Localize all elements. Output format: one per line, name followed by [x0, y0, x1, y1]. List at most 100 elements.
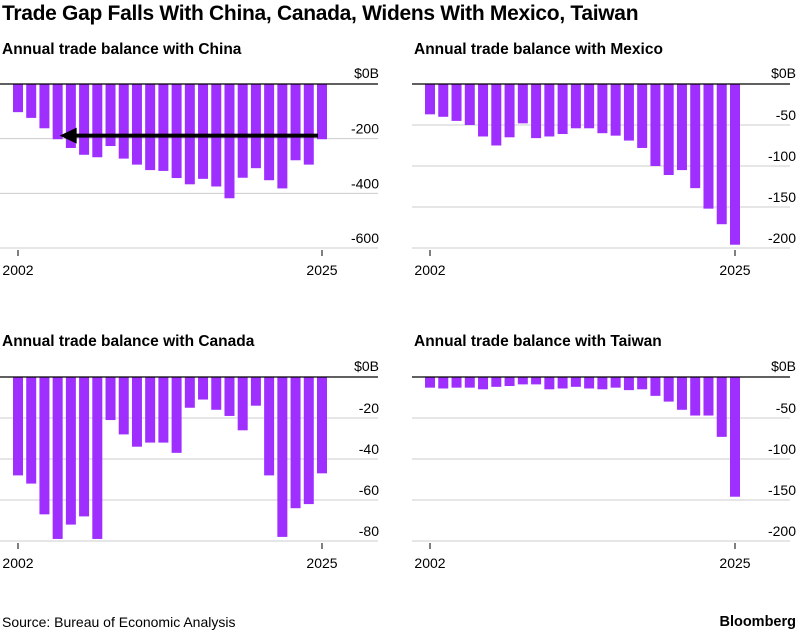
bar-2012 — [557, 377, 568, 389]
x-tick-label: 2025 — [719, 262, 750, 278]
y-tick-label: -200 — [351, 121, 379, 137]
bar-2019 — [650, 377, 661, 396]
bar-2010 — [118, 84, 129, 159]
bar-2020 — [250, 84, 261, 169]
source-note: Source: Bureau of Economic Analysis — [2, 614, 236, 630]
y-tick-label: -20 — [359, 400, 379, 416]
bar-2018 — [224, 84, 235, 199]
bar-2006 — [65, 84, 76, 148]
y-tick-label: -80 — [359, 523, 379, 539]
bar-2024 — [716, 377, 727, 437]
bar-2012 — [145, 84, 156, 171]
bar-2004 — [451, 377, 462, 388]
bar-2015 — [184, 377, 195, 408]
y-tick-label: -50 — [776, 400, 796, 416]
bar-2025 — [730, 84, 740, 245]
panel-title-taiwan: Annual trade balance with Taiwan — [414, 333, 662, 350]
bar-2002 — [13, 84, 23, 113]
x-tick-label: 2025 — [719, 555, 750, 571]
bar-2005 — [464, 84, 475, 125]
bar-2022 — [690, 377, 701, 416]
bar-2021 — [264, 84, 275, 181]
y-tick-label: -150 — [768, 482, 796, 498]
bar-2014 — [584, 377, 595, 389]
bar-2012 — [557, 84, 568, 135]
bar-2018 — [637, 84, 648, 148]
bar-2008 — [92, 84, 103, 158]
bar-2008 — [504, 84, 515, 138]
y-tick-label: -60 — [359, 482, 379, 498]
y-tick-label: $0B — [354, 358, 379, 374]
bar-2018 — [637, 377, 648, 390]
bar-2018 — [224, 377, 235, 416]
bar-2010 — [531, 377, 542, 385]
y-tick-label: -150 — [768, 189, 796, 205]
bar-2011 — [544, 377, 555, 390]
bar-2020 — [250, 377, 261, 406]
bar-2023 — [290, 377, 301, 509]
x-tick-label: 2025 — [306, 262, 337, 278]
bar-2025 — [317, 84, 327, 140]
bar-2021 — [676, 377, 687, 410]
bar-2008 — [92, 377, 103, 539]
bar-2024 — [716, 84, 727, 225]
bar-2023 — [703, 377, 714, 416]
bar-2013 — [570, 377, 581, 387]
bar-2015 — [597, 377, 608, 390]
bar-2007 — [79, 84, 90, 155]
bar-2009 — [105, 84, 116, 147]
bar-2007 — [79, 377, 90, 517]
bar-2016 — [610, 377, 621, 388]
bar-2015 — [597, 84, 608, 134]
bar-2004 — [451, 84, 462, 121]
x-tick-label: 2002 — [2, 555, 33, 571]
bar-2006 — [478, 377, 489, 390]
bar-2016 — [198, 377, 209, 400]
y-tick-label: -200 — [768, 523, 796, 539]
bar-2013 — [158, 377, 169, 443]
bar-2017 — [211, 377, 222, 410]
bar-2004 — [39, 377, 50, 515]
bar-2010 — [118, 377, 129, 435]
y-tick-label: $0B — [354, 65, 379, 81]
bar-2006 — [478, 84, 489, 137]
bar-2022 — [690, 84, 701, 189]
bar-2019 — [237, 377, 248, 431]
bar-2025 — [317, 377, 327, 474]
bar-2020 — [663, 84, 674, 176]
panel-title-mexico: Annual trade balance with Mexico — [414, 41, 663, 58]
y-tick-label: -100 — [768, 441, 796, 457]
bar-2022 — [277, 377, 288, 537]
bar-2011 — [131, 377, 142, 447]
bar-2003 — [26, 377, 37, 484]
bar-2014 — [584, 84, 595, 129]
bar-2016 — [610, 84, 621, 136]
y-tick-label: -400 — [351, 175, 379, 191]
bar-2006 — [65, 377, 76, 525]
y-tick-label: $0B — [771, 358, 796, 374]
bar-2021 — [676, 84, 687, 171]
bar-2023 — [290, 84, 301, 161]
bar-2017 — [623, 377, 634, 391]
bar-2021 — [264, 377, 275, 476]
y-tick-label: -100 — [768, 148, 796, 164]
chart-title: Trade Gap Falls With China, Canada, Wide… — [2, 2, 639, 25]
bar-2005 — [52, 84, 63, 140]
x-tick-label: 2002 — [414, 262, 445, 278]
y-tick-label: -200 — [768, 230, 796, 246]
bar-2003 — [438, 377, 449, 389]
bar-2012 — [145, 377, 156, 443]
panel-title-china: Annual trade balance with China — [2, 41, 242, 58]
bar-2024 — [303, 377, 314, 505]
y-tick-label: -600 — [351, 230, 379, 246]
bar-2016 — [198, 84, 209, 179]
bar-2011 — [544, 84, 555, 137]
y-tick-label: -40 — [359, 441, 379, 457]
bar-2013 — [570, 84, 581, 129]
arrow-head-icon — [59, 127, 77, 144]
bar-2014 — [171, 84, 182, 179]
panel-title-canada: Annual trade balance with Canada — [2, 333, 255, 350]
